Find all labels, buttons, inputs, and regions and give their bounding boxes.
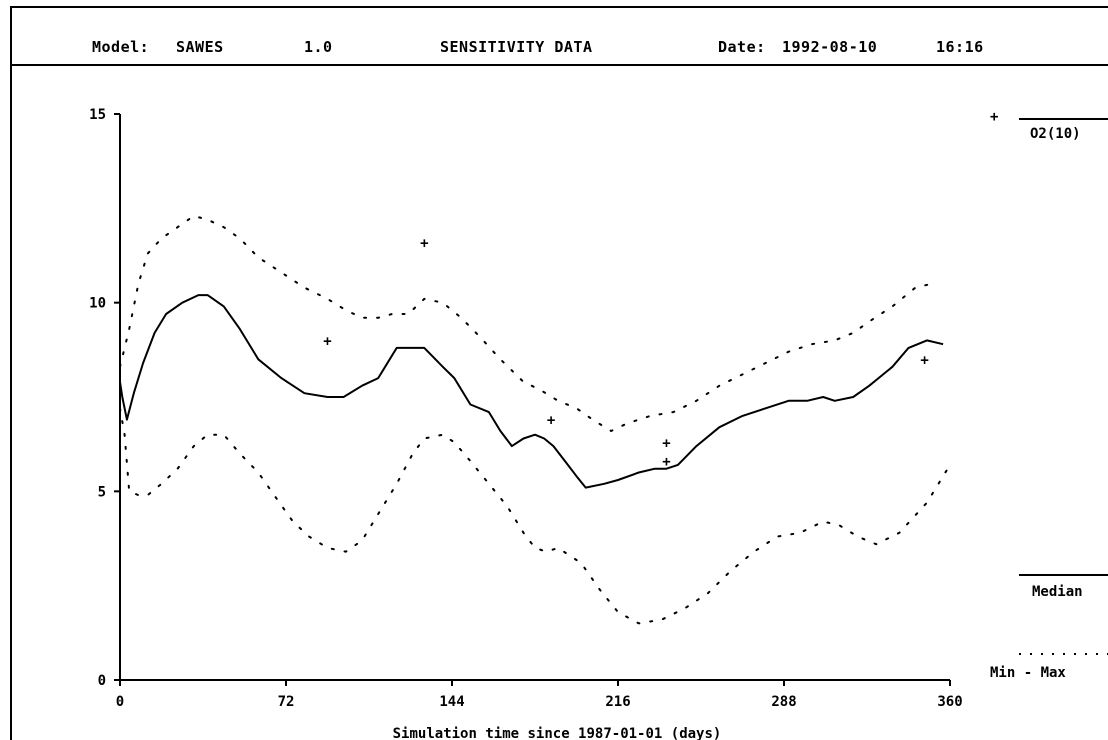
header-bar: Model: SAWES 1.0 SENSITIVITY DATA Date: … — [10, 6, 1108, 66]
series-line-max — [119, 214, 933, 432]
series-layer: + + + + + + — [119, 214, 951, 625]
model-name: SAWES — [176, 38, 224, 56]
legend-label-minmax: Min - Max — [990, 665, 1066, 681]
axes — [114, 113, 951, 686]
date-value: 1992-08-10 — [782, 38, 878, 56]
legend-marker-o2: + — [990, 109, 998, 125]
point-o2-10-: + — [323, 333, 331, 349]
plot-title: SENSITIVITY DATA — [440, 38, 593, 56]
x-tick-label: 144 — [439, 694, 464, 710]
time-value: 16:16 — [936, 38, 984, 56]
y-tick-label: 15 — [89, 107, 106, 123]
x-tick-label: 360 — [937, 694, 962, 710]
date-label: Date: — [718, 38, 766, 56]
point-o2-10-: + — [920, 352, 928, 368]
legend: + O2(10) Median Min - Max — [990, 109, 1108, 681]
point-o2-10-: + — [662, 454, 670, 470]
point-o2-10-: + — [547, 413, 555, 429]
legend-label-o2: O2(10) — [1030, 126, 1081, 142]
frame-left-border — [10, 64, 12, 740]
x-tick-label: 72 — [278, 694, 295, 710]
model-label: Model: — [92, 38, 150, 56]
model-version: 1.0 — [304, 38, 333, 56]
x-tick-label: 216 — [605, 694, 630, 710]
point-o2-10-: + — [662, 435, 670, 451]
x-axis-label: Simulation time since 1987-01-01 (days) — [393, 726, 722, 740]
series-line-median — [119, 294, 944, 489]
x-tick-label: 288 — [771, 694, 796, 710]
legend-label-median: Median — [1032, 584, 1083, 600]
x-tick-label: 0 — [116, 694, 124, 710]
y-tick-label: 10 — [89, 296, 106, 312]
y-tick-label: 5 — [98, 484, 106, 500]
y-tick-label: 0 — [98, 673, 106, 689]
tick-labels: 0 5 10 15 0 72 144 216 288 360 — [89, 107, 963, 710]
point-o2-10-: + — [420, 235, 428, 251]
series-line-min — [119, 407, 951, 625]
